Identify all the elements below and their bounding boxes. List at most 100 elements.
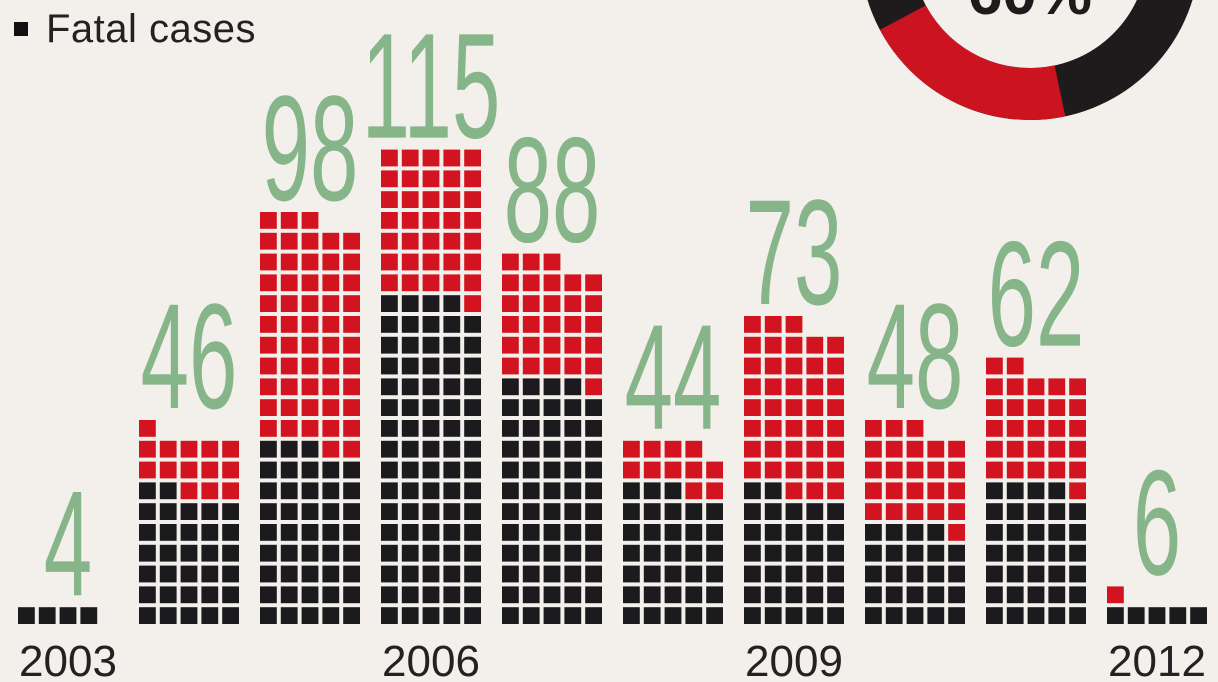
nonfatal-case-square (301, 336, 319, 354)
nonfatal-case-square (543, 253, 561, 271)
fatal-case-square (381, 336, 398, 354)
fatal-case-square (1006, 544, 1024, 562)
nonfatal-case-square (322, 399, 340, 416)
nonfatal-case-square (685, 482, 703, 500)
nonfatal-case-square (343, 316, 360, 333)
fatal-case-square (522, 482, 540, 500)
fatal-case-square (464, 586, 481, 604)
nonfatal-case-square (906, 420, 924, 437)
fatal-case-square (301, 565, 319, 583)
nonfatal-case-square (585, 357, 602, 375)
fatal-case-square (585, 482, 602, 500)
nonfatal-case-square (381, 191, 398, 208)
fatal-case-square (260, 503, 277, 520)
nonfatal-case-square (260, 212, 277, 229)
fatal-case-square (280, 461, 298, 479)
fatal-case-square (201, 586, 219, 604)
fatal-case-square (201, 503, 219, 520)
nonfatal-case-square (464, 191, 481, 208)
fatal-case-square (381, 565, 398, 583)
nonfatal-case-square (464, 295, 481, 312)
fatal-case-square (443, 420, 461, 437)
fatal-case-square (381, 544, 398, 562)
fatal-case-square (381, 378, 398, 396)
fatal-case-square (222, 586, 239, 604)
nonfatal-case-square (806, 357, 824, 375)
fatal-case-square (139, 482, 156, 500)
fatal-case-square (1048, 524, 1066, 541)
fatal-case-square (180, 544, 198, 562)
nonfatal-case-square (343, 232, 360, 250)
nonfatal-case-square (865, 440, 882, 458)
fatal-case-square (564, 461, 582, 479)
fatal-case-square (585, 544, 602, 562)
nonfatal-case-square (301, 295, 319, 312)
fatal-case-square (744, 503, 761, 520)
fatal-case-square (543, 565, 561, 583)
nonfatal-case-square (744, 461, 761, 479)
fatal-case-square (280, 586, 298, 604)
fatal-case-square (986, 607, 1003, 624)
fatal-case-square (502, 399, 519, 416)
fatal-case-square (643, 544, 661, 562)
nonfatal-case-square (464, 253, 481, 271)
nonfatal-case-square (464, 170, 481, 188)
fatal-case-square (764, 607, 782, 624)
fatal-case-square (301, 544, 319, 562)
fatal-case-square (623, 503, 640, 520)
fatal-case-square (1069, 586, 1086, 604)
fatal-case-square (260, 544, 277, 562)
nonfatal-case-square (301, 232, 319, 250)
fatal-case-square (381, 399, 398, 416)
nonfatal-case-square (585, 274, 602, 292)
fatal-case-square (986, 482, 1003, 500)
nonfatal-case-square (948, 482, 965, 500)
fatal-case-square (343, 544, 360, 562)
nonfatal-case-square (806, 440, 824, 458)
fatal-case-square (422, 295, 440, 312)
nonfatal-case-square (865, 420, 882, 437)
fatal-case-square (564, 607, 582, 624)
fatal-case-square (1107, 607, 1124, 624)
nonfatal-case-square (522, 316, 540, 333)
fatal-case-square (343, 503, 360, 520)
nonfatal-case-square (685, 461, 703, 479)
fatal-case-square (260, 565, 277, 583)
fatal-case-square (343, 461, 360, 479)
fatal-case-square (301, 586, 319, 604)
fatal-case-square (422, 357, 440, 375)
nonfatal-case-square (806, 336, 824, 354)
fatal-case-square (443, 440, 461, 458)
fatal-case-square (664, 503, 682, 520)
nonfatal-case-square (564, 274, 582, 292)
nonfatal-case-square (381, 212, 398, 229)
nonfatal-case-square (785, 461, 803, 479)
nonfatal-case-square (343, 440, 360, 458)
nonfatal-case-square (664, 440, 682, 458)
fatal-case-square (464, 357, 481, 375)
nonfatal-case-square (422, 274, 440, 292)
fatal-case-square (322, 565, 340, 583)
nonfatal-case-square (464, 149, 481, 167)
fatal-case-square (1148, 607, 1166, 624)
nonfatal-case-square (543, 295, 561, 312)
fatal-case-square (301, 482, 319, 500)
fatal-case-square (59, 607, 77, 624)
bar-2004: 46 (139, 272, 239, 624)
nonfatal-case-square (401, 232, 419, 250)
fatal-case-square (885, 586, 903, 604)
legend-fatal-swatch (14, 22, 28, 36)
nonfatal-case-square (1006, 461, 1024, 479)
nonfatal-case-square (1048, 440, 1066, 458)
fatal-case-square (827, 503, 844, 520)
nonfatal-case-square (1006, 440, 1024, 458)
fatal-case-square (322, 524, 340, 541)
nonfatal-case-square (260, 420, 277, 437)
fatal-case-square (443, 316, 461, 333)
nonfatal-case-square (827, 440, 844, 458)
fatal-case-square (139, 544, 156, 562)
nonfatal-case-square (1107, 586, 1124, 604)
fatal-case-square (422, 378, 440, 396)
nonfatal-case-square (301, 399, 319, 416)
nonfatal-case-square (502, 274, 519, 292)
